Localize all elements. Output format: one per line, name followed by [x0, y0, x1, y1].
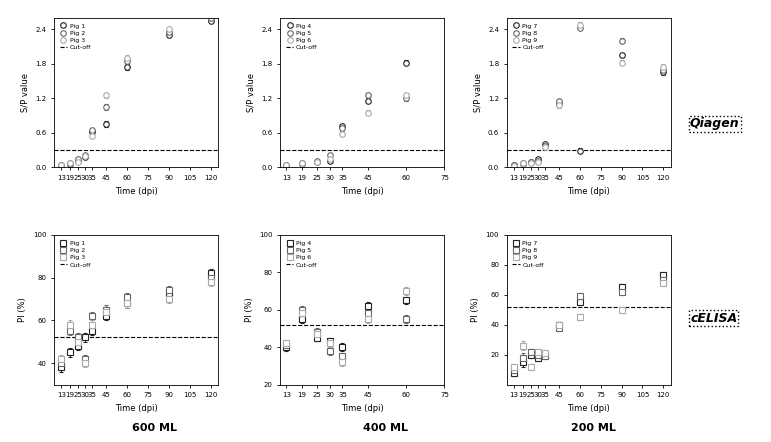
Text: 400 ML: 400 ML	[363, 423, 408, 433]
Text: Qiagen: Qiagen	[690, 117, 739, 130]
Y-axis label: S/P value: S/P value	[21, 73, 29, 112]
Text: A: A	[61, 22, 70, 35]
X-axis label: Time (dpi): Time (dpi)	[567, 404, 610, 413]
Legend: Pig 7, Pig 8, Pig 9, Cut-off: Pig 7, Pig 8, Pig 9, Cut-off	[510, 21, 546, 53]
Legend: Pig 7, Pig 8, Pig 9, Cut-off: Pig 7, Pig 8, Pig 9, Cut-off	[510, 238, 546, 270]
Text: B: B	[287, 22, 296, 35]
Text: 600 ML: 600 ML	[132, 423, 177, 433]
Text: F: F	[513, 239, 522, 252]
Text: D: D	[61, 239, 71, 252]
Y-axis label: PI (%): PI (%)	[471, 297, 480, 322]
Y-axis label: S/P value: S/P value	[247, 73, 256, 112]
Y-axis label: S/P value: S/P value	[473, 73, 483, 112]
X-axis label: Time (dpi): Time (dpi)	[567, 187, 610, 196]
Text: cELISA: cELISA	[690, 312, 737, 325]
Y-axis label: PI (%): PI (%)	[19, 297, 27, 322]
Text: C: C	[513, 22, 523, 35]
Text: E: E	[287, 239, 295, 252]
X-axis label: Time (dpi): Time (dpi)	[115, 187, 157, 196]
Y-axis label: PI (%): PI (%)	[244, 297, 254, 322]
Legend: Pig 4, Pig 5, Pig 6, Cut-off: Pig 4, Pig 5, Pig 6, Cut-off	[284, 238, 320, 270]
X-axis label: Time (dpi): Time (dpi)	[341, 404, 384, 413]
X-axis label: Time (dpi): Time (dpi)	[115, 404, 157, 413]
X-axis label: Time (dpi): Time (dpi)	[341, 187, 384, 196]
Legend: Pig 1, Pig 2, Pig 3, Cut-off: Pig 1, Pig 2, Pig 3, Cut-off	[57, 21, 93, 53]
Text: 200 ML: 200 ML	[571, 423, 616, 433]
Legend: Pig 4, Pig 5, Pig 6, Cut-off: Pig 4, Pig 5, Pig 6, Cut-off	[284, 21, 320, 53]
Legend: Pig 1, Pig 2, Pig 3, Cut-off: Pig 1, Pig 2, Pig 3, Cut-off	[57, 238, 93, 270]
